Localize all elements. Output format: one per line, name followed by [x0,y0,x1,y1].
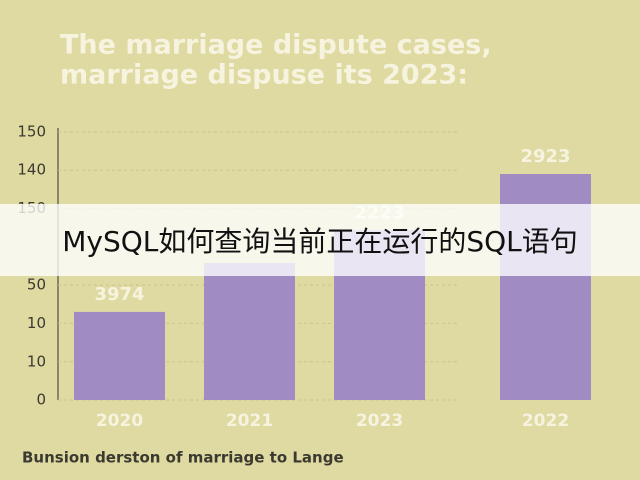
x-tick-label: 2022 [522,411,569,431]
bar-annotation: 3974 [94,284,144,305]
overlay-banner [0,204,640,276]
x-tick-label: 2021 [226,411,273,431]
y-tick-label: 150 [17,123,46,141]
x-tick-label: 2023 [356,411,403,431]
y-tick-label: 10 [27,352,46,370]
chart-title: The marriage dispute cases, [60,30,492,61]
chart-title: marriage dispuse its 2023: [60,60,468,91]
x-tick-label: 2020 [96,411,143,431]
caption: Bunsion derston of marriage to Lange [22,449,344,467]
y-tick-label: 10 [27,314,46,332]
bar [74,311,165,400]
overlay-text: MySQL如何查询当前正在运行的SQL语句 [62,225,578,258]
y-tick-label: 140 [17,161,46,179]
y-tick-label: 0 [36,391,46,409]
y-tick-label: 50 [27,276,46,294]
bar-annotation: 2923 [520,146,570,167]
bar [204,262,295,400]
